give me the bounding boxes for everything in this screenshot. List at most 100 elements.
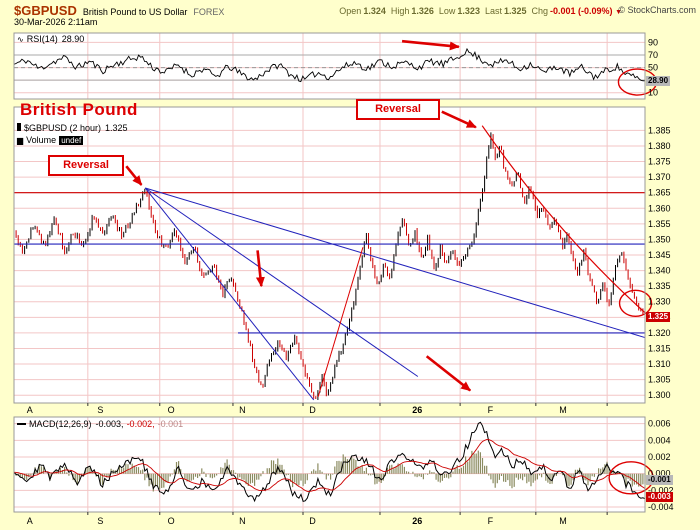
macd-signal-line <box>13 438 646 492</box>
axis-tick-label: 1.385 <box>648 125 671 135</box>
axis-tick-label: 50 <box>648 63 658 73</box>
reversal-annotation-1: Reversal <box>48 155 124 176</box>
axis-tick-label: 1.355 <box>648 219 671 229</box>
axis-tick-label: 10 <box>648 88 658 98</box>
macd-line-icon <box>17 423 26 425</box>
axis-tick-label: 1.370 <box>648 172 671 182</box>
macd-value-1: -0.003, <box>95 419 124 429</box>
volume-value-chip: undef <box>59 136 84 145</box>
axis-tick-label: -0.004 <box>648 502 674 512</box>
trendline <box>144 187 315 401</box>
low-label: Low <box>438 6 456 16</box>
quote-line: Open 1.324 High 1.326 Low 1.323 Last 1.325 Chg -0… <box>334 6 622 16</box>
high-label: High <box>390 6 410 16</box>
axis-tick-label: 1.315 <box>648 343 671 353</box>
price-series-label: $GBPUSD (2 hour) <box>24 123 102 133</box>
axis-tick-label: 1.330 <box>648 297 671 307</box>
axis-tick-label: 1.350 <box>648 234 671 244</box>
axis-tick-label: 1.375 <box>648 157 671 167</box>
rsi-label-row: ∿ RSI(14) 28.90 <box>17 34 84 44</box>
annotation-arrow <box>255 250 265 288</box>
axis-tick-label: 1.320 <box>648 328 671 338</box>
volume-bars-icon: ▆ <box>17 136 24 145</box>
month-label: M <box>559 516 567 526</box>
axis-tick-label: 0.002 <box>648 452 671 462</box>
axis-tick-label: 1.340 <box>648 266 671 276</box>
rsi-wave-icon: ∿ <box>17 35 24 44</box>
month-label: 26 <box>412 405 422 415</box>
volume-label: Volume <box>26 135 57 145</box>
macd-label: MACD(12,26,9) <box>29 419 92 429</box>
symbol: $GBPUSD <box>14 3 77 18</box>
macd-line <box>13 421 646 503</box>
annotation-arrow <box>441 110 477 129</box>
trendline <box>317 247 364 397</box>
exchange-label: FOREX <box>193 7 225 17</box>
axis-tick-label: 1.335 <box>648 281 671 291</box>
trend-curve <box>481 125 646 314</box>
copyright: © StockCharts.com <box>618 5 696 15</box>
axis-tick-label: 90 <box>648 37 658 47</box>
chart-title: British Pound <box>20 100 138 119</box>
rsi-value: 28.90 <box>61 34 85 44</box>
axis-tick-label: 0.000 <box>648 469 671 479</box>
rsi-axis-chip: 28.90 <box>646 76 671 86</box>
month-label: F <box>488 516 494 526</box>
candlestick-icon <box>17 123 21 131</box>
last-price-chip: 1.325 <box>646 312 671 322</box>
annotation-ellipse <box>618 289 653 317</box>
open-label: Open <box>339 6 362 16</box>
symbol-description: British Pound to US Dollar <box>82 7 188 17</box>
macd-panel: 0.006 0.004 0.002 0.000 -0.002 -0.004 <box>13 416 674 515</box>
month-label: 26 <box>412 516 422 526</box>
macd-value-3: -0.001 <box>157 419 184 429</box>
macd-line-chip: -0.003 <box>646 492 673 502</box>
price-bars-down <box>15 134 646 399</box>
axis-tick-label: 0.006 <box>648 419 671 429</box>
month-label: A <box>27 405 33 415</box>
trendline <box>144 187 419 377</box>
axis-tick-label: 1.360 <box>648 203 671 213</box>
chg-label: Chg <box>531 6 549 16</box>
rsi-label: RSI(14) <box>26 34 58 44</box>
price-panel: 1.385 1.380 1.375 1.370 1.365 1.360 1.355 1.350… <box>13 106 671 406</box>
last-label: Last <box>484 6 502 16</box>
macd-hist-chip: -0.001 <box>646 475 673 485</box>
rsi-line <box>13 47 645 83</box>
annotation-arrow <box>125 165 143 186</box>
macd-value-2: -0.002, <box>126 419 155 429</box>
last-value: 1.325 <box>503 6 527 16</box>
volume-label-row: ▆ Volume undef <box>17 135 84 145</box>
month-label: M <box>559 405 567 415</box>
axis-tick-label: 1.310 <box>648 359 671 369</box>
annotation-arrow <box>401 39 460 51</box>
axis-tick-label: 1.380 <box>648 141 671 151</box>
macd-label-row: MACD(12,26,9) -0.003, -0.002, -0.001 <box>17 419 183 429</box>
header: $GBPUSD British Pound to US Dollar FOREX <box>14 3 224 18</box>
axis-tick-label: 1.300 <box>648 390 671 400</box>
month-label: O <box>168 516 175 526</box>
chart-date: 30-Mar-2026 2:11am <box>14 17 98 27</box>
price-series-value: 1.325 <box>105 123 128 133</box>
axis-tick-label: 1.365 <box>648 188 671 198</box>
reversal-annotation-2: Reversal <box>356 99 440 120</box>
axis-tick-label: 70 <box>648 50 658 60</box>
chg-down-icon: ▼ <box>615 9 622 16</box>
axis-tick-label: 1.345 <box>648 250 671 260</box>
month-label: N <box>239 405 246 415</box>
axis-tick-label: 0.004 <box>648 435 671 445</box>
month-label: O <box>168 405 175 415</box>
month-label: S <box>97 405 103 415</box>
low-value: 1.323 <box>457 6 480 16</box>
month-label: A <box>27 516 33 526</box>
price-label-row: $GBPUSD (2 hour) 1.325 <box>17 123 128 133</box>
month-label: N <box>239 516 246 526</box>
trendline <box>145 187 646 339</box>
month-label: F <box>488 405 494 415</box>
axis-tick-label: 1.305 <box>648 375 671 385</box>
chg-value: -0.001 (-0.09%) <box>550 6 613 16</box>
axis-tick-label: -0.002 <box>648 485 674 495</box>
annotation-arrow <box>425 355 472 392</box>
